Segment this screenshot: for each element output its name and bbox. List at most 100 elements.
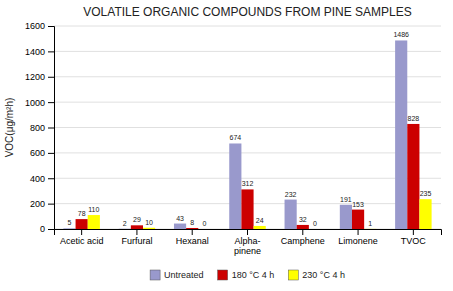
tick-label: 1000 (25, 98, 45, 108)
tick-label: Alpha-pinene (234, 236, 261, 256)
bar (186, 228, 198, 229)
axis-line (48, 27, 55, 230)
data-label: 191 (340, 196, 352, 203)
tick-mark (302, 229, 303, 235)
bars (63, 40, 431, 229)
grid-line (54, 127, 441, 128)
y-axis-label: VOC(μg/m²h) (4, 98, 15, 158)
data-label: 8 (190, 219, 194, 226)
tick: 1200 (25, 72, 54, 82)
grid (54, 26, 441, 229)
tick-mark (192, 229, 193, 235)
tick: Acetic acid (60, 229, 104, 246)
bar (395, 40, 407, 229)
bar (119, 228, 131, 229)
tick-mark (48, 26, 54, 27)
legend-label: 180 °C 4 h (232, 270, 275, 280)
grid-line (54, 51, 441, 52)
tick-label: TVOC (401, 236, 427, 246)
tick: 600 (30, 148, 54, 158)
bar (285, 200, 297, 229)
data-label: 674 (229, 134, 241, 141)
title: VOLATILE ORGANIC COMPOUNDS FROM PINE SAM… (83, 5, 412, 19)
tick: Limonene (338, 229, 378, 246)
legend-item: 230 °C 4 h (288, 270, 345, 280)
tick-label: Acetic acid (60, 236, 104, 246)
tick-label-line: Furfural (121, 236, 152, 246)
data-label: 2 (123, 220, 127, 227)
data-label: 312 (242, 180, 254, 187)
tick-label-line: TVOC (401, 236, 427, 246)
legend-swatch (218, 270, 228, 280)
bar (364, 228, 376, 229)
grid-line (54, 26, 441, 27)
tick-label: Limonene (338, 236, 378, 246)
bar-series (88, 199, 432, 229)
legend-label: 230 °C 4 h (302, 270, 345, 280)
legend-label: Untreated (164, 270, 204, 280)
bar (340, 205, 352, 229)
tick-mark (413, 229, 414, 235)
grid-line (54, 76, 441, 77)
bar (198, 229, 210, 230)
chart: 5243674232191148678298312321538281101002… (0, 0, 453, 291)
tick: 1400 (25, 47, 54, 57)
tick-label: 600 (30, 148, 45, 158)
bar (407, 124, 419, 229)
grid-line (54, 152, 441, 153)
plot: 5243674232191148678298312321538281101002… (25, 21, 442, 256)
grid-line (54, 102, 441, 103)
tick-mark (48, 204, 54, 205)
data-labels: 5243674232191148678298312321538281101002… (68, 31, 432, 227)
data-label: 5 (68, 219, 72, 226)
tick-mark (247, 229, 248, 235)
data-label: 10 (145, 219, 153, 226)
tick-mark (48, 77, 54, 78)
data-label: 32 (299, 216, 307, 223)
bar (76, 219, 88, 229)
bar (254, 226, 266, 229)
data-label: 0 (313, 220, 317, 227)
tick-mark (358, 229, 359, 235)
bar (131, 225, 143, 229)
bar-series (63, 40, 407, 229)
legend: Untreated 180 °C 4 h 230 °C 4 h (150, 270, 345, 280)
tick: Furfural (121, 229, 152, 246)
data-label: 1486 (393, 31, 409, 38)
data-label: 153 (352, 201, 364, 208)
tick: 1000 (25, 98, 54, 108)
tick: 0 (40, 224, 54, 234)
bar-series (76, 124, 420, 229)
legend-item: Untreated (150, 270, 204, 280)
tick-mark (48, 229, 54, 230)
data-label: 78 (78, 210, 86, 217)
legend-item: 180 °C 4 h (218, 270, 275, 280)
bar (241, 189, 253, 229)
tick-label: Camphene (281, 236, 325, 246)
bar (63, 228, 75, 229)
tick-label: 1200 (25, 72, 45, 82)
tick-mark (136, 229, 137, 235)
data-label: 232 (285, 191, 297, 198)
tick-label: 400 (30, 174, 45, 184)
tick-label-line: Acetic acid (60, 236, 104, 246)
tick: Alpha-pinene (234, 229, 261, 256)
tick-mark (48, 153, 54, 154)
tick-label: 800 (30, 123, 45, 133)
tick: Camphene (281, 229, 325, 246)
tick: TVOC (401, 229, 427, 246)
data-label: 1 (368, 220, 372, 227)
tick-label: 1400 (25, 47, 45, 57)
tick-mark (48, 102, 54, 103)
bar (419, 199, 431, 229)
data-label: 24 (256, 217, 264, 224)
legend-swatch (288, 270, 298, 280)
data-label: 828 (408, 115, 420, 122)
tick: 400 (30, 174, 54, 184)
y-axis: 02004006008001000120014001600 (25, 21, 55, 234)
bar (174, 224, 186, 229)
tick-label: Hexanal (176, 236, 209, 246)
tick: 800 (30, 123, 54, 133)
bar (229, 143, 241, 229)
tick-label-line: Alpha- (234, 236, 260, 246)
